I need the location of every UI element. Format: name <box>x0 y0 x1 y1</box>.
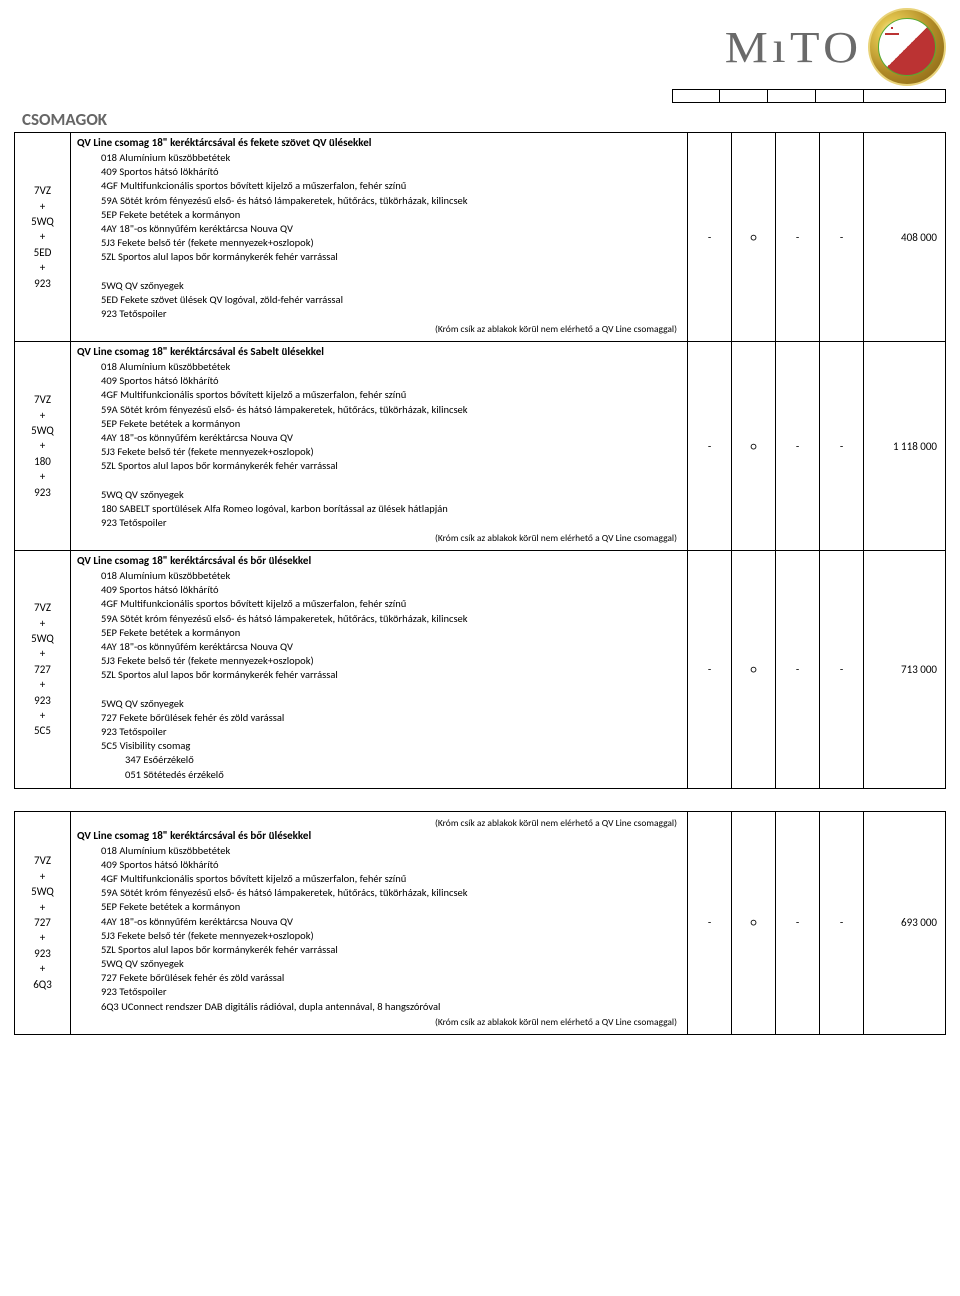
package-item: 727 Fekete bőrülések fehér és zöld varás… <box>77 711 681 725</box>
package-codes: 7VZ+5WQ+5ED+923 <box>15 133 71 342</box>
availability-cell: ○ <box>732 811 776 1034</box>
package-item: 5EP Fekete betétek a kormányon <box>77 208 681 222</box>
package-subitem: 051 Sötétedés érzékelő <box>77 768 681 782</box>
brand-logo-text: MıTO <box>725 22 863 73</box>
package-item: 5ZL Sportos alul lapos bőr kormánykerék … <box>77 668 681 682</box>
availability-cell: ○ <box>732 133 776 342</box>
package-item: 5WQ QV szőnyegek <box>77 279 681 293</box>
availability-cell: ○ <box>732 551 776 789</box>
package-item: 923 Tetőspoiler <box>77 516 681 530</box>
package-title: QV Line csomag 18" keréktárcsával és bőr… <box>77 829 681 842</box>
packages-table: 7VZ+5WQ+5ED+923 QV Line csomag 18" kerékt… <box>14 132 946 789</box>
package-note: (Króm csík az ablakok körül nem elérhető… <box>77 817 681 829</box>
availability-cell: - <box>688 133 732 342</box>
availability-cell: - <box>688 342 732 551</box>
package-title: QV Line csomag 18" keréktárcsával és bőr… <box>77 554 681 567</box>
package-item: 180 SABELT sportülések Alfa Romeo logóva… <box>77 502 681 516</box>
package-item: 5ED Fekete szövet ülések QV logóval, zöl… <box>77 293 681 307</box>
package-item: 018 Alumínium küszöbbetétek <box>77 569 681 583</box>
availability-cell: - <box>820 551 864 789</box>
package-item: 5ZL Sportos alul lapos bőr kormánykerék … <box>77 943 681 957</box>
package-item: 5ZL Sportos alul lapos bőr kormánykerék … <box>77 250 681 264</box>
availability-cell: - <box>820 342 864 551</box>
package-item: 4GF Multifunkcionális sportos bővített k… <box>77 388 681 402</box>
package-item: 5WQ QV szőnyegek <box>77 697 681 711</box>
package-item: 5EP Fekete betétek a kormányon <box>77 417 681 431</box>
package-item: 923 Tetőspoiler <box>77 307 681 321</box>
availability-cell: - <box>688 811 732 1034</box>
package-item: 923 Tetőspoiler <box>77 725 681 739</box>
package-row: 7VZ+5WQ+180+923 QV Line csomag 18" kerékt… <box>15 342 946 551</box>
package-item: 5ZL Sportos alul lapos bőr kormánykerék … <box>77 459 681 473</box>
package-item: 5J3 Fekete belső tér (fekete mennyezek+o… <box>77 236 681 250</box>
availability-cell: ○ <box>732 342 776 551</box>
package-codes: 7VZ+5WQ+727+923+6Q3 <box>15 811 71 1034</box>
package-item: 59A Sötét króm fényezésű első- és hátsó … <box>77 886 681 900</box>
package-description: (Króm csík az ablakok körül nem elérhető… <box>71 811 688 1034</box>
section-title: CSOMAGOK <box>0 103 960 132</box>
page-header: MıTO <box>0 0 960 90</box>
package-item: 5WQ QV szőnyegek <box>77 957 681 971</box>
package-item: 6Q3 UConnect rendszer DAB digitális rádi… <box>77 1000 681 1014</box>
page: MıTO CSOMAGOK 7VZ+5WQ+5ED+923 QV Line cso… <box>0 0 960 1035</box>
package-item: 5J3 Fekete belső tér (fekete mennyezek+o… <box>77 654 681 668</box>
price-cell: 408 000 <box>864 133 946 342</box>
package-item: 018 Alumínium küszöbbetétek <box>77 360 681 374</box>
package-row: 7VZ+5WQ+727+923+6Q3 (Króm csík az ablakok… <box>15 811 946 1034</box>
package-item: 5J3 Fekete belső tér (fekete mennyezek+o… <box>77 445 681 459</box>
package-codes: 7VZ+5WQ+180+923 <box>15 342 71 551</box>
package-item: 727 Fekete bőrülések fehér és zöld varás… <box>77 971 681 985</box>
package-item: 409 Sportos hátsó lökhárító <box>77 165 681 179</box>
package-item: 409 Sportos hátsó lökhárító <box>77 858 681 872</box>
package-title: QV Line csomag 18" keréktárcsával és Sab… <box>77 345 681 358</box>
availability-cell: - <box>776 133 820 342</box>
package-item: 4AY 18"-os könnyűfém keréktárcsa Nouva Q… <box>77 640 681 654</box>
package-item: 4GF Multifunkcionális sportos bővített k… <box>77 179 681 193</box>
package-codes: 7VZ+5WQ+727+923+5C5 <box>15 551 71 789</box>
package-item: 018 Alumínium küszöbbetétek <box>77 844 681 858</box>
package-item: 5WQ QV szőnyegek <box>77 488 681 502</box>
package-note: (Króm csík az ablakok körül nem elérhető… <box>77 1016 681 1028</box>
package-row: 7VZ+5WQ+5ED+923 QV Line csomag 18" kerékt… <box>15 133 946 342</box>
package-note: (Króm csík az ablakok körül nem elérhető… <box>77 532 681 544</box>
package-item: 5C5 Visibility csomag <box>77 739 681 753</box>
package-row: 7VZ+5WQ+727+923+5C5 QV Line csomag 18" ke… <box>15 551 946 789</box>
package-item: 018 Alumínium küszöbbetétek <box>77 151 681 165</box>
availability-cell: - <box>776 811 820 1034</box>
price-cell: 713 000 <box>864 551 946 789</box>
package-item: 4GF Multifunkcionális sportos bővített k… <box>77 872 681 886</box>
package-item: 4GF Multifunkcionális sportos bővített k… <box>77 597 681 611</box>
package-item: 5J3 Fekete belső tér (fekete mennyezek+o… <box>77 929 681 943</box>
package-description: QV Line csomag 18" keréktárcsával és Sab… <box>71 342 688 551</box>
availability-cell: - <box>776 342 820 551</box>
package-note: (Króm csík az ablakok körül nem elérhető… <box>77 323 681 335</box>
package-title: QV Line csomag 18" keréktárcsával és fek… <box>77 136 681 149</box>
package-item: 59A Sötét króm fényezésű első- és hátsó … <box>77 612 681 626</box>
package-item: 4AY 18"-os könnyűfém keréktárcsa Nouva Q… <box>77 915 681 929</box>
column-header-row <box>0 89 960 103</box>
package-description: QV Line csomag 18" keréktárcsával és bőr… <box>71 551 688 789</box>
package-item <box>77 683 681 697</box>
package-subitem: 347 Esőérzékelő <box>77 753 681 767</box>
package-item: 409 Sportos hátsó lökhárító <box>77 374 681 388</box>
package-item: 923 Tetőspoiler <box>77 985 681 999</box>
price-cell: 693 000 <box>864 811 946 1034</box>
availability-cell: - <box>820 811 864 1034</box>
package-item: 5EP Fekete betétek a kormányon <box>77 626 681 640</box>
availability-cell: - <box>688 551 732 789</box>
brand-badge-icon <box>868 8 946 86</box>
package-item <box>77 473 681 487</box>
availability-cell: - <box>776 551 820 789</box>
package-item: 59A Sötét króm fényezésű első- és hátsó … <box>77 403 681 417</box>
package-item: 5EP Fekete betétek a kormányon <box>77 900 681 914</box>
price-cell: 1 118 000 <box>864 342 946 551</box>
package-description: QV Line csomag 18" keréktárcsával és fek… <box>71 133 688 342</box>
package-item: 4AY 18"-os könnyűfém keréktárcsa Nouva Q… <box>77 431 681 445</box>
package-item: 409 Sportos hátsó lökhárító <box>77 583 681 597</box>
packages-table-2: 7VZ+5WQ+727+923+6Q3 (Króm csík az ablakok… <box>14 811 946 1035</box>
package-item: 59A Sötét króm fényezésű első- és hátsó … <box>77 194 681 208</box>
availability-cell: - <box>820 133 864 342</box>
package-item <box>77 264 681 278</box>
package-item: 4AY 18"-os könnyűfém keréktárcsa Nouva Q… <box>77 222 681 236</box>
